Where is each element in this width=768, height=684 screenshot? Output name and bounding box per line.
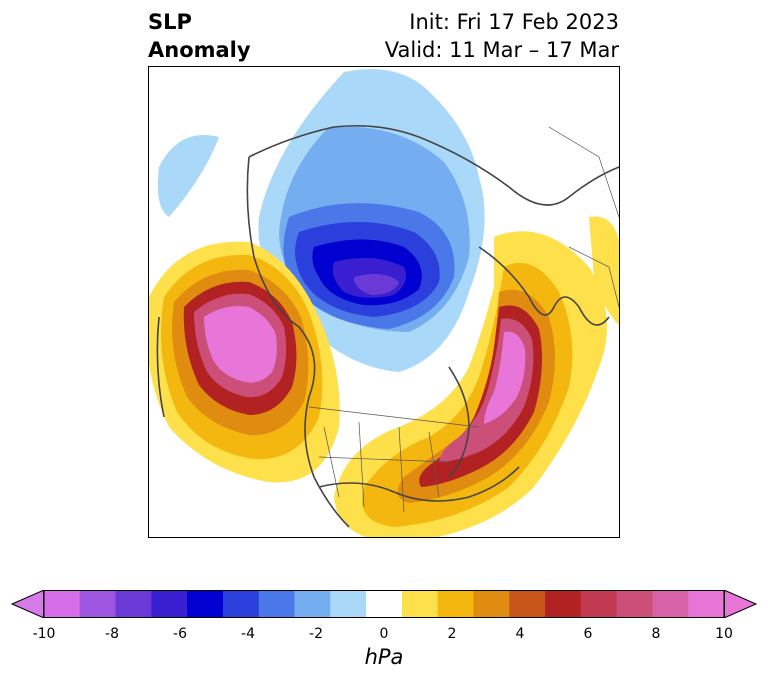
colorbar-units: hPa <box>364 645 404 669</box>
colorbar-segment <box>294 590 331 618</box>
colorbar-tick-label: -8 <box>105 626 119 642</box>
colorbar-segment <box>437 590 474 618</box>
colorbar-segment <box>509 590 546 618</box>
colorbar-segment <box>366 590 403 618</box>
country-borders <box>308 126 619 513</box>
colorbar-tick-label: 2 <box>447 626 457 642</box>
colorbar-tick-label: 10 <box>715 626 733 642</box>
negative-anomaly-arctic <box>157 69 485 373</box>
colorbar-segment <box>151 590 188 618</box>
colorbar-extend-high <box>723 590 758 618</box>
colorbar-extend-low <box>10 590 45 618</box>
colorbar-tick-label: -10 <box>32 626 56 642</box>
slp-anomaly-map <box>148 66 620 538</box>
colorbar-tick-label: 8 <box>651 626 661 642</box>
title-line-2: Anomaly <box>148 38 251 62</box>
colorbar-segment <box>545 590 582 618</box>
map-svg <box>149 69 619 537</box>
coastlines <box>156 124 619 528</box>
colorbar-tick-label: -6 <box>173 626 187 642</box>
colorbar-segment <box>580 590 618 618</box>
positive-anomaly-pacific <box>149 241 340 483</box>
colorbar-segment <box>44 590 81 618</box>
colorbar-tick-label: 4 <box>515 626 525 642</box>
colorbar-segment <box>79 590 117 618</box>
title-block-right: Init: Fri 17 Feb 2023 Valid: 11 Mar – 17… <box>385 8 619 64</box>
title-line-1: SLP <box>148 10 192 34</box>
valid-dates: Valid: 11 Mar – 17 Mar <box>384 38 619 62</box>
colorbar-tick-label: 0 <box>379 626 389 642</box>
colorbar-tick-label: 6 <box>583 626 593 642</box>
colorbar-segment <box>652 590 689 618</box>
title-block-left: SLP Anomaly <box>148 8 251 64</box>
colorbar-segment <box>473 590 510 618</box>
colorbar-tick-label: -2 <box>309 626 323 642</box>
init-date: Init: Fri 17 Feb 2023 <box>409 10 619 34</box>
colorbar-segment <box>616 590 653 618</box>
colorbar-segment <box>330 590 367 618</box>
colorbar-segment <box>401 590 439 618</box>
colorbar <box>10 590 758 618</box>
colorbar-tick-label: -4 <box>241 626 255 642</box>
colorbar-segment <box>258 590 296 618</box>
colorbar-segment <box>115 590 152 618</box>
colorbar-segment <box>222 590 260 618</box>
colorbar-segment <box>187 590 224 618</box>
colorbar-segment <box>688 590 725 618</box>
